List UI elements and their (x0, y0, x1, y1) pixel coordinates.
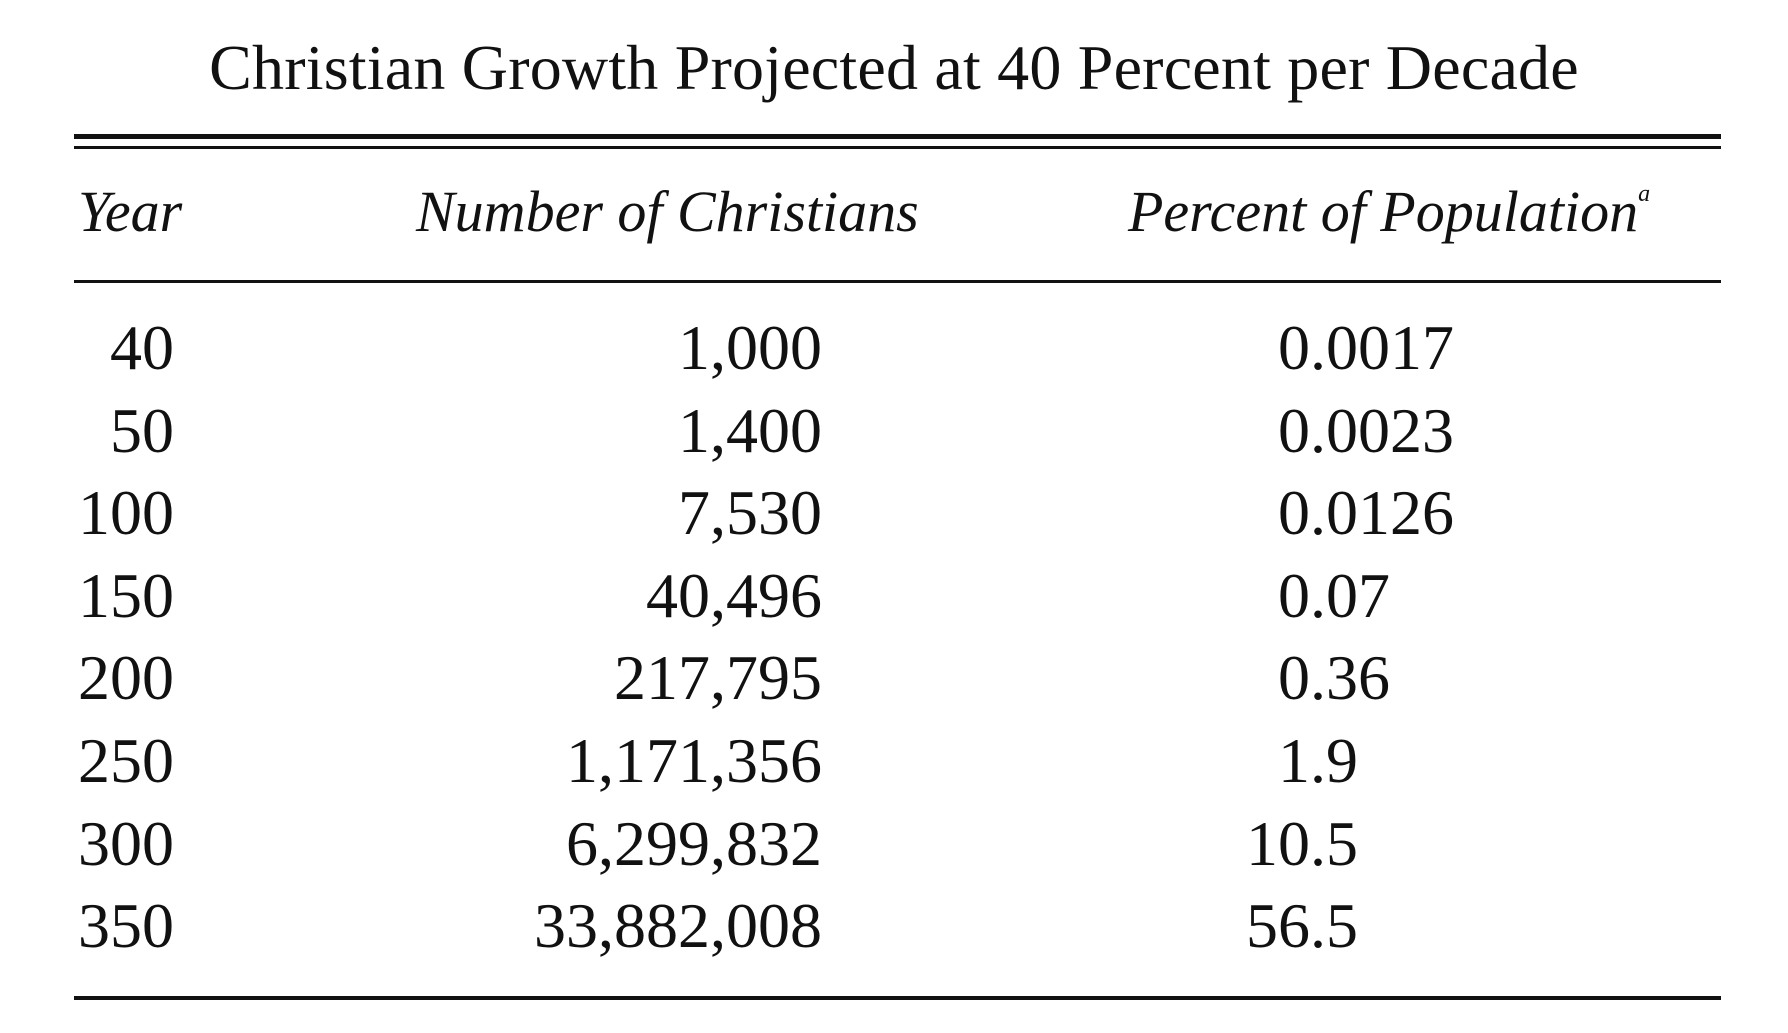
year-cell: 250 (78, 724, 174, 796)
column-header-percent-label: Percent of Population (1128, 179, 1639, 244)
percent-value: 0.0017 (1278, 312, 1454, 383)
year-cell: 100 (78, 477, 174, 549)
bottom-rule (74, 996, 1721, 1000)
number-cell: 6,299,832 (566, 807, 822, 879)
percent-value: 10.5 (1246, 807, 1358, 879)
percent-value: 0.0023 (1278, 394, 1454, 466)
year-cell: 150 (78, 559, 174, 631)
percent-value: 1.9 (1278, 724, 1358, 796)
table-row: 300 6,299,832 10.5 (0, 808, 1788, 891)
column-header-percent: Percent of Populationa (1128, 176, 1650, 248)
number-cell: 1,400 (678, 394, 822, 466)
table-row: 40 1,000 0.0017 (0, 312, 1788, 395)
percent-value: 0.07 (1278, 559, 1390, 631)
footnote-marker: a (1638, 181, 1651, 207)
percent-value: 0.0126 (1278, 477, 1454, 549)
table-row: 200 217,795 0.36 (0, 642, 1788, 725)
top-double-rule-lower (74, 146, 1721, 149)
percent-value: 56.5 (1246, 890, 1358, 962)
year-cell: 50 (110, 394, 174, 466)
number-cell: 1,171,356 (566, 724, 822, 796)
year-cell: 300 (78, 807, 174, 879)
table-row: 250 1,171,356 1.9 (0, 725, 1788, 808)
header-rule (74, 280, 1721, 283)
column-header-number: Number of Christians (416, 179, 919, 244)
column-header-year: Year (78, 179, 183, 244)
percent-value: 0.36 (1278, 642, 1390, 714)
table-row: 100 7,530 0.0126 (0, 477, 1788, 560)
table-title: Christian Growth Projected at 40 Percent… (209, 32, 1579, 103)
number-cell: 40,496 (646, 559, 822, 631)
year-cell: 350 (78, 890, 174, 962)
table-row: 350 33,882,008 56.5 (0, 890, 1788, 973)
table-row: 150 40,496 0.07 (0, 560, 1788, 643)
top-double-rule-upper (74, 134, 1721, 139)
year-cell: 200 (78, 642, 174, 714)
table-row: 50 1,400 0.0023 (0, 395, 1788, 478)
number-cell: 217,795 (614, 642, 822, 714)
number-cell: 7,530 (678, 477, 822, 549)
year-cell: 40 (110, 312, 174, 383)
number-cell: 33,882,008 (534, 890, 822, 962)
number-cell: 1,000 (678, 312, 822, 383)
table-body: 40 1,000 0.0017 50 1,400 0.0023 100 7,53… (0, 312, 1788, 973)
